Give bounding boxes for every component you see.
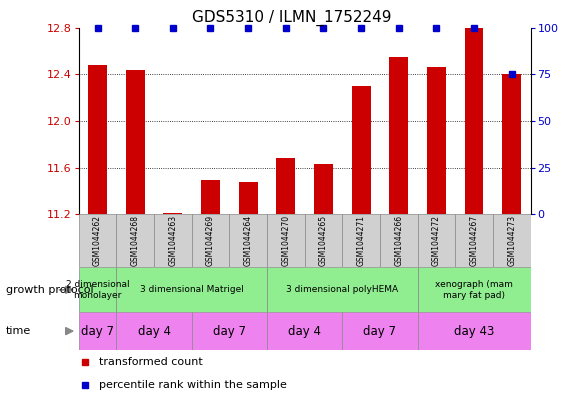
Text: percentile rank within the sample: percentile rank within the sample — [99, 380, 287, 390]
Text: day 7: day 7 — [81, 325, 114, 338]
Bar — [314, 164, 333, 214]
Bar — [503, 74, 521, 214]
Text: day 7: day 7 — [363, 325, 396, 338]
Bar — [352, 86, 371, 214]
Bar — [163, 213, 182, 214]
Text: xenograph (mam
mary fat pad): xenograph (mam mary fat pad) — [435, 280, 513, 299]
Bar — [192, 214, 229, 267]
Bar — [417, 312, 531, 350]
Bar — [417, 267, 531, 312]
Text: GSM1044262: GSM1044262 — [93, 215, 102, 266]
Bar — [304, 214, 342, 267]
Bar — [117, 312, 192, 350]
Text: GSM1044272: GSM1044272 — [432, 215, 441, 266]
Bar — [79, 267, 117, 312]
Text: GSM1044264: GSM1044264 — [244, 215, 252, 266]
Text: GSM1044263: GSM1044263 — [168, 215, 177, 266]
Bar — [192, 312, 267, 350]
Text: day 4: day 4 — [288, 325, 321, 338]
Bar — [455, 214, 493, 267]
Bar — [117, 214, 154, 267]
Bar — [238, 182, 258, 214]
Bar — [79, 214, 117, 267]
Text: 2 dimensional
monolayer: 2 dimensional monolayer — [66, 280, 129, 299]
Bar — [465, 28, 483, 214]
Text: transformed count: transformed count — [99, 357, 203, 367]
Text: GSM1044269: GSM1044269 — [206, 215, 215, 266]
Bar — [342, 214, 380, 267]
Text: GSM1044266: GSM1044266 — [394, 215, 403, 266]
Bar — [267, 267, 417, 312]
Bar — [79, 312, 117, 350]
Text: day 43: day 43 — [454, 325, 494, 338]
Text: day 7: day 7 — [213, 325, 246, 338]
Bar — [267, 312, 342, 350]
Text: time: time — [6, 326, 31, 336]
Bar — [126, 70, 145, 214]
Bar — [427, 67, 446, 214]
Bar — [342, 312, 417, 350]
Text: 3 dimensional Matrigel: 3 dimensional Matrigel — [140, 285, 244, 294]
Bar — [88, 65, 107, 214]
Text: GSM1044271: GSM1044271 — [357, 215, 366, 266]
Text: GSM1044267: GSM1044267 — [469, 215, 479, 266]
Bar — [229, 214, 267, 267]
Text: growth protocol: growth protocol — [6, 285, 93, 295]
Bar — [389, 57, 408, 214]
Text: GDS5310 / ILMN_1752249: GDS5310 / ILMN_1752249 — [192, 10, 391, 26]
Text: day 4: day 4 — [138, 325, 170, 338]
Text: GSM1044268: GSM1044268 — [131, 215, 140, 266]
Bar — [117, 267, 267, 312]
Bar — [493, 214, 531, 267]
Text: GSM1044270: GSM1044270 — [281, 215, 290, 266]
Bar — [380, 214, 417, 267]
Bar — [267, 214, 304, 267]
Bar — [201, 180, 220, 214]
Bar — [417, 214, 455, 267]
Text: GSM1044265: GSM1044265 — [319, 215, 328, 266]
Bar — [276, 158, 295, 214]
Text: GSM1044273: GSM1044273 — [507, 215, 516, 266]
Bar — [154, 214, 192, 267]
Text: 3 dimensional polyHEMA: 3 dimensional polyHEMA — [286, 285, 398, 294]
